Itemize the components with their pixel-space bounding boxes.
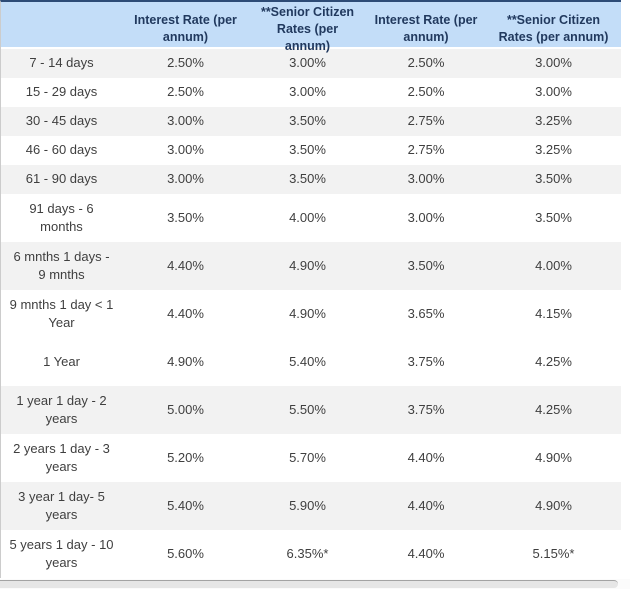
rate-cell: 5.50% (289, 401, 326, 417)
tenure-cell: 15 - 29 days (25, 84, 98, 100)
rate-cell: 3.50% (535, 171, 572, 187)
rate-cell: 4.40% (407, 497, 445, 513)
rate-cell: 3.75% (407, 401, 445, 417)
table-row: 9 mnths 1 day < 1 Year 4.40% 4.90% 3.65% 4.1… (1, 290, 621, 338)
horizontal-scrollbar-thumb[interactable] (0, 580, 618, 588)
rate-cell: 2.50% (407, 55, 445, 71)
rate-cell: 5.00% (167, 401, 204, 417)
table-row: 7 - 14 days 2.50% 3.00% 2.50% 3.00% (1, 49, 621, 78)
rate-cell: 4.40% (167, 305, 204, 321)
rate-cell: 3.25% (535, 113, 572, 129)
rate-cell: 6.35%* (286, 545, 329, 561)
table-row: 5 years 1 day - 10 years 5.60% 6.35%* 4.40%… (1, 530, 621, 578)
tenure-cell: 1 Year (43, 353, 80, 369)
rate-cell: 3.00% (167, 171, 204, 187)
rate-cell: 4.90% (535, 497, 572, 513)
rate-cell: 2.75% (407, 113, 445, 129)
rate-cell: 4.40% (167, 257, 204, 273)
rate-cell: 4.25% (535, 353, 572, 369)
rate-cell: 5.20% (167, 449, 204, 465)
rate-cell: 4.40% (407, 449, 445, 465)
tenure-cell: 30 - 45 days (25, 113, 98, 129)
column-header: **Senior Citizen Rates (per annum) (498, 13, 609, 45)
rate-cell: 3.00% (167, 142, 204, 158)
rate-cell: 4.00% (535, 257, 572, 273)
rate-cell: 3.00% (535, 55, 572, 71)
column-header: Interest Rate (per annum) (134, 13, 237, 45)
tenure-cell: 61 - 90 days (25, 171, 98, 187)
rate-cell: 4.40% (407, 545, 445, 561)
rate-cell: 5.15%* (532, 545, 575, 561)
rate-cell: 3.75% (407, 353, 445, 369)
rate-cell: 3.00% (407, 209, 445, 225)
table-row: 1 year 1 day - 2 years 5.00% 5.50% 3.75% 4.2… (1, 386, 621, 434)
tenure-cell: 3 year 1 day- 5 years (18, 488, 105, 522)
table-row: 1 Year 4.90% 5.40% 3.75% 4.25% (1, 338, 621, 386)
table-row: 46 - 60 days 3.00% 3.50% 2.75% 3.25% (1, 136, 621, 165)
rate-cell: 4.90% (289, 305, 326, 321)
column-header: Interest Rate (per annum) (374, 13, 478, 45)
rate-cell: 3.50% (167, 209, 204, 225)
table-row: 6 mnths 1 days - 9 mnths 4.40% 4.90% 3.50% 4… (1, 242, 621, 290)
rate-cell: 2.50% (167, 84, 204, 100)
rate-cell: 3.50% (289, 113, 326, 129)
table-row: 2 years 1 day - 3 years 5.20% 5.70% 4.40% 4.… (1, 434, 621, 482)
table-header-row: Interest Rate (per annum) **Senior Citize… (1, 2, 621, 53)
rate-cell: 5.90% (289, 497, 326, 513)
table-row: 30 - 45 days 3.00% 3.50% 2.75% 3.25% (1, 107, 621, 136)
tenure-cell: 9 mnths 1 day < 1 Year (9, 296, 114, 330)
tenure-cell: 2 years 1 day - 3 years (13, 440, 110, 474)
table-row: 61 - 90 days 3.00% 3.50% 3.00% 3.50% (1, 165, 621, 194)
rate-cell: 3.50% (407, 257, 445, 273)
deposit-rates-table: Interest Rate (per annum) **Senior Citize… (0, 0, 621, 578)
column-header: **Senior Citizen Rates (per annum) (260, 5, 355, 53)
rate-cell: 4.90% (289, 257, 326, 273)
rate-cell: 5.40% (289, 353, 326, 369)
rate-cell: 3.65% (407, 305, 445, 321)
table-body: 7 - 14 days 2.50% 3.00% 2.50% 3.00% 15 - 29 d… (1, 49, 621, 578)
tenure-cell: 91 days - 6 months (29, 200, 94, 234)
table-row: 91 days - 6 months 3.50% 4.00% 3.00% 3.50% (1, 194, 621, 242)
rate-cell: 4.90% (167, 353, 204, 369)
horizontal-scrollbar-track[interactable] (0, 579, 630, 589)
tenure-cell: 46 - 60 days (25, 142, 98, 158)
rate-cell: 4.25% (535, 401, 572, 417)
rate-cell: 3.50% (289, 171, 326, 187)
rate-cell: 4.90% (535, 449, 572, 465)
rate-cell: 2.50% (167, 55, 204, 71)
tenure-cell: 1 year 1 day - 2 years (16, 392, 107, 426)
table-row: 15 - 29 days 2.50% 3.00% 2.50% 3.00% (1, 78, 621, 107)
rate-cell: 2.50% (407, 84, 445, 100)
rate-cell: 4.15% (535, 305, 572, 321)
rate-cell: 3.00% (289, 84, 326, 100)
rate-cell: 5.70% (289, 449, 326, 465)
rate-cell: 5.40% (167, 497, 204, 513)
rate-cell: 2.75% (407, 142, 445, 158)
table-row: 3 year 1 day- 5 years 5.40% 5.90% 4.40% 4.90… (1, 482, 621, 530)
tenure-cell: 7 - 14 days (29, 55, 94, 71)
rate-cell: 3.00% (535, 84, 572, 100)
rate-cell: 3.00% (407, 171, 445, 187)
rate-cell: 3.50% (535, 209, 572, 225)
rate-cell: 3.00% (167, 113, 204, 129)
rate-cell: 5.60% (167, 545, 204, 561)
tenure-cell: 6 mnths 1 days - 9 mnths (13, 248, 110, 282)
rate-cell: 4.00% (289, 209, 326, 225)
rate-cell: 3.50% (289, 142, 326, 158)
rate-cell: 3.00% (289, 55, 326, 71)
tenure-cell: 5 years 1 day - 10 years (9, 536, 114, 570)
rate-cell: 3.25% (535, 142, 572, 158)
